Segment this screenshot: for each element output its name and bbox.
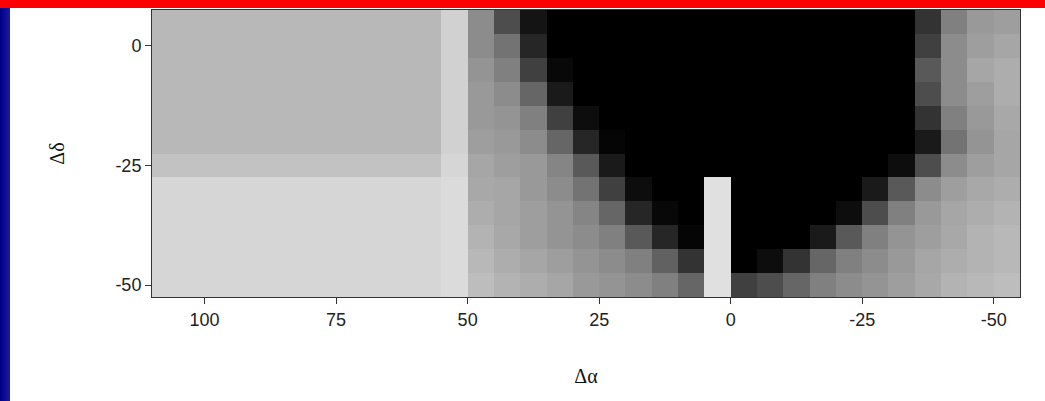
svg-text:0: 0 — [131, 36, 141, 56]
svg-text:Δα: Δα — [574, 365, 598, 387]
svg-text:Δδ: Δδ — [46, 142, 68, 164]
svg-text:50: 50 — [458, 310, 478, 330]
svg-text:-50: -50 — [115, 275, 141, 295]
svg-text:0: 0 — [726, 310, 736, 330]
svg-text:100: 100 — [190, 310, 220, 330]
svg-text:25: 25 — [589, 310, 609, 330]
svg-text:-25: -25 — [115, 156, 141, 176]
svg-text:75: 75 — [326, 310, 346, 330]
svg-text:-25: -25 — [849, 310, 875, 330]
svg-text:-50: -50 — [981, 310, 1007, 330]
